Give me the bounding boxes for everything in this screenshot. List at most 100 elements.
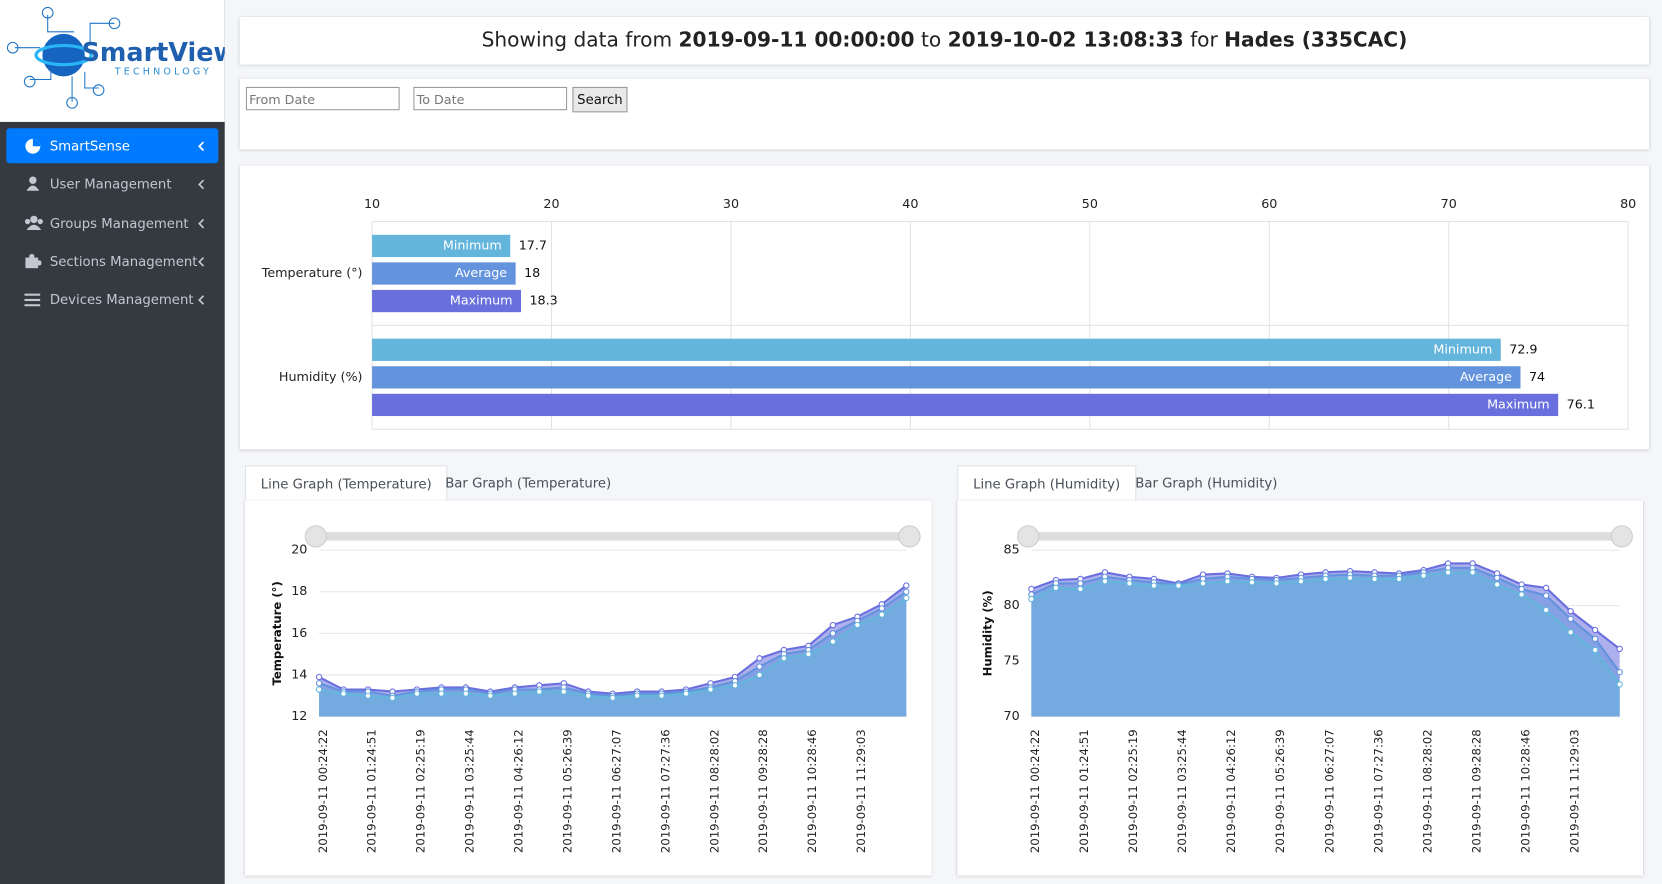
y-tick-label: 14 (291, 666, 307, 681)
logo-name: SmartView (82, 37, 225, 67)
x-tick-label: 10 (364, 196, 380, 211)
category-label: Humidity (%) (279, 369, 363, 384)
point (1248, 579, 1256, 586)
x-tick-label: 60 (1261, 196, 1277, 211)
from-date-input[interactable]: From Date (245, 86, 400, 111)
x-tick-label: 2019-09-11 04:26:12 (512, 729, 526, 853)
point (1297, 578, 1305, 585)
nav-item[interactable]: Sections Management (6, 244, 218, 279)
point (413, 690, 421, 697)
y-axis-title: Temperature (°) (270, 581, 284, 685)
point (1101, 578, 1109, 585)
x-tick-label: 2019-09-11 06:27:07 (609, 729, 623, 853)
x-tick-label: 40 (902, 196, 918, 211)
x-tick-label: 30 (723, 196, 739, 211)
bar (372, 366, 1521, 389)
point (1591, 646, 1599, 654)
x-tick-label: 2019-09-11 10:28:46 (805, 729, 819, 853)
x-tick-label: 2019-09-11 11:29:03 (1567, 729, 1581, 853)
bar-series-label: Minimum (1433, 341, 1492, 356)
point (315, 686, 323, 693)
point (756, 655, 763, 662)
point (780, 655, 788, 662)
x-tick-label: 2019-09-11 08:28:02 (707, 729, 721, 853)
tab[interactable]: Bar Graph (Temperature) (445, 474, 612, 491)
point (1346, 574, 1354, 582)
point (903, 582, 910, 589)
bar (372, 262, 516, 285)
point (1493, 581, 1501, 588)
nav-label: Sections Management (49, 253, 198, 270)
point (805, 650, 812, 658)
bar-series-label: Average (455, 265, 507, 280)
bar-series-label: Average (1460, 369, 1512, 384)
x-tick-label: 2019-09-11 02:25:19 (414, 729, 428, 853)
point (1567, 615, 1574, 623)
x-tick-label: 2019-09-11 08:28:02 (1420, 729, 1434, 853)
header-device: Hades (335CAC) (1224, 28, 1408, 52)
area (319, 597, 907, 717)
x-tick-label: 2019-09-11 09:28:28 (1469, 729, 1483, 853)
value-label: 74 (1529, 369, 1545, 384)
nav-item[interactable]: Devices Management (6, 282, 218, 317)
header-text: for (1190, 28, 1218, 52)
tab[interactable]: Line Graph (Humidity) (957, 465, 1137, 502)
x-tick-label: 2019-09-11 04:26:12 (1224, 729, 1238, 853)
header-to: 2019-10-02 13:08:33 (947, 28, 1184, 52)
y-tick-label: 18 (291, 583, 307, 598)
nav-item[interactable]: Groups Management (6, 206, 218, 241)
point (462, 690, 470, 697)
category-label: Temperature (°) (261, 265, 363, 280)
point (1420, 572, 1427, 579)
point (731, 682, 739, 689)
to-date-input[interactable]: To Date (413, 86, 568, 111)
x-tick-label: 2019-09-11 09:28:28 (756, 729, 770, 853)
point (1591, 635, 1599, 643)
point (1542, 584, 1550, 592)
point (1616, 645, 1623, 653)
slider (304, 525, 1633, 548)
sidebar: SmartView TECHNOLOGY SmartSense User Man… (0, 0, 237, 884)
x-tick-label: 2019-09-11 03:25:44 (463, 729, 477, 853)
search-button[interactable]: Search (572, 86, 628, 113)
header-text: Showing data from (481, 28, 673, 52)
x-tick-label: 2019-09-11 06:27:07 (1322, 729, 1336, 853)
y-tick-label: 80 (1004, 597, 1020, 612)
point (1224, 578, 1231, 585)
point (609, 694, 616, 702)
point (878, 605, 886, 612)
tab[interactable]: Line Graph (Temperature) (244, 465, 448, 502)
tab[interactable]: Bar Graph (Humidity) (1135, 474, 1278, 491)
x-tick-label: 50 (1082, 196, 1098, 211)
x-tick-label: 2019-09-11 05:26:39 (560, 729, 574, 853)
x-tick-label: 2019-09-11 11:29:03 (854, 729, 868, 853)
header-from: 2019-09-11 00:00:00 (678, 28, 915, 52)
point (1542, 592, 1550, 599)
nav-label: Devices Management (49, 291, 194, 308)
point (1322, 575, 1329, 583)
point (829, 621, 837, 629)
point (756, 663, 763, 670)
point (340, 690, 347, 697)
nav-item[interactable]: User Management (6, 166, 218, 201)
bar (372, 338, 1501, 361)
point (1469, 569, 1476, 576)
x-tick-label: 20 (543, 196, 559, 211)
point (315, 680, 323, 687)
point (1371, 575, 1378, 583)
header-card: Showing data from 2019-09-11 00:00:00 to… (239, 16, 1650, 65)
bar-series-label: Minimum (443, 237, 502, 252)
nav-item[interactable]: SmartSense (6, 128, 219, 164)
x-tick-label: 2019-09-11 00:24:22 (1028, 729, 1042, 853)
point (1052, 584, 1060, 592)
point (1175, 582, 1182, 589)
point (682, 690, 690, 697)
point (1518, 591, 1525, 598)
bar (372, 234, 511, 258)
point (903, 588, 910, 595)
point (1493, 574, 1501, 582)
bar-series-label: Maximum (450, 293, 513, 308)
logo-art: SmartView TECHNOLOGY (6, 6, 237, 109)
point (1542, 606, 1550, 614)
nav-label: User Management (49, 175, 172, 192)
